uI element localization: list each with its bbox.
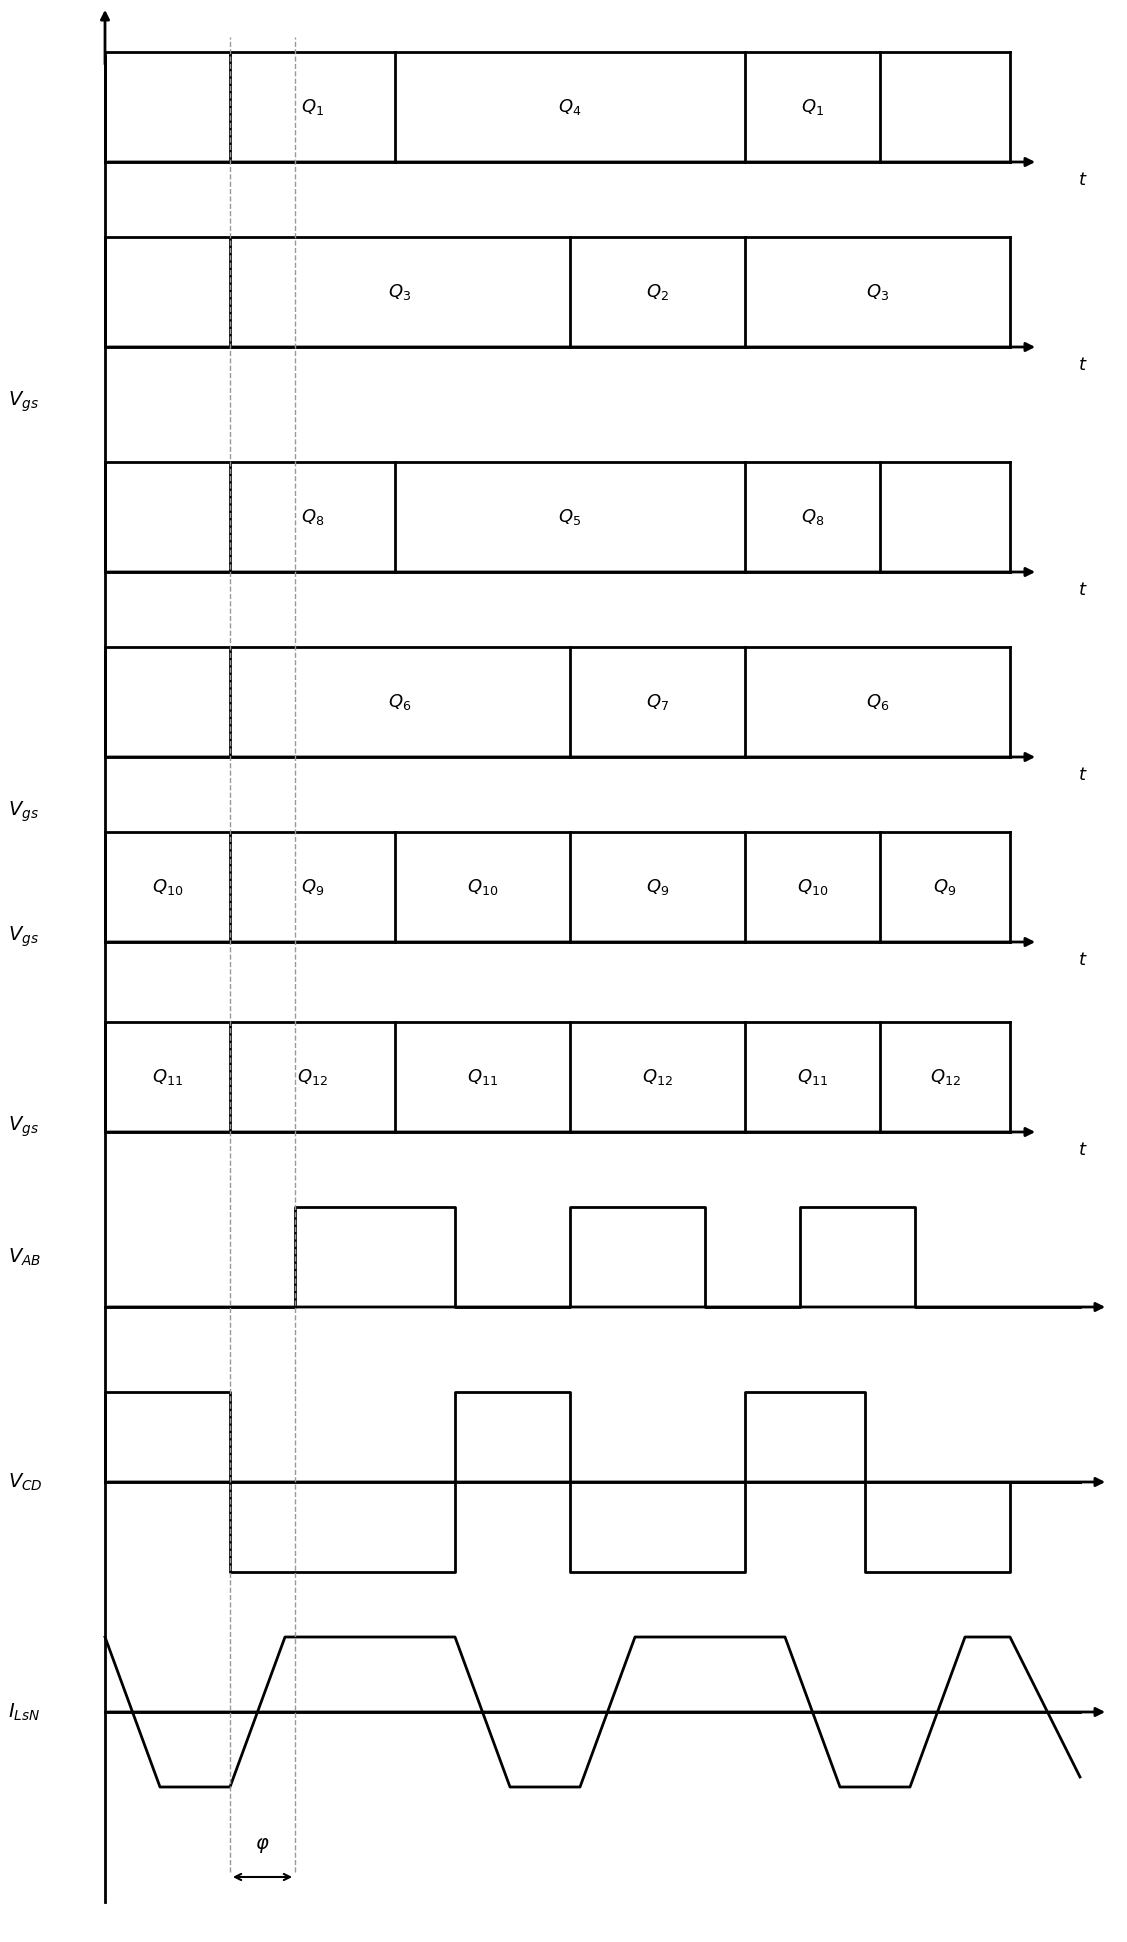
Text: $V_{gs}$: $V_{gs}$: [8, 1115, 38, 1140]
Text: $Q_{11}$: $Q_{11}$: [152, 1066, 183, 1088]
Text: $Q_9$: $Q_9$: [301, 878, 325, 897]
Text: $Q_{12}$: $Q_{12}$: [930, 1066, 960, 1088]
Text: $t$: $t$: [1079, 765, 1088, 785]
Text: $Q_8$: $Q_8$: [801, 507, 824, 526]
Text: $Q_{12}$: $Q_{12}$: [298, 1066, 328, 1088]
Text: $Q_{12}$: $Q_{12}$: [642, 1066, 673, 1088]
Text: $\varphi$: $\varphi$: [255, 1835, 269, 1855]
Text: $Q_{10}$: $Q_{10}$: [467, 878, 498, 897]
Text: $t$: $t$: [1079, 1142, 1088, 1159]
Text: $t$: $t$: [1079, 355, 1088, 375]
Text: $Q_{10}$: $Q_{10}$: [152, 878, 184, 897]
Text: $Q_9$: $Q_9$: [646, 878, 669, 897]
Text: $Q_3$: $Q_3$: [389, 282, 411, 303]
Text: $Q_{10}$: $Q_{10}$: [797, 878, 828, 897]
Text: $Q_{11}$: $Q_{11}$: [797, 1066, 828, 1088]
Text: $V_{gs}$: $V_{gs}$: [8, 924, 38, 950]
Text: $t$: $t$: [1079, 171, 1088, 188]
Text: $V_{CD}$: $V_{CD}$: [8, 1472, 43, 1493]
Text: $Q_{11}$: $Q_{11}$: [467, 1066, 498, 1088]
Text: $Q_8$: $Q_8$: [301, 507, 325, 526]
Text: $I_{LsN}$: $I_{LsN}$: [8, 1701, 41, 1723]
Text: $Q_1$: $Q_1$: [801, 97, 824, 117]
Text: $Q_6$: $Q_6$: [866, 691, 889, 713]
Text: $V_{AB}$: $V_{AB}$: [8, 1247, 42, 1268]
Text: $Q_3$: $Q_3$: [866, 282, 889, 303]
Text: $Q_1$: $Q_1$: [301, 97, 325, 117]
Text: $t$: $t$: [1079, 952, 1088, 969]
Text: $V_{gs}$: $V_{gs}$: [8, 390, 38, 414]
Text: $Q_5$: $Q_5$: [559, 507, 582, 526]
Text: $Q_6$: $Q_6$: [389, 691, 411, 713]
Text: $t$: $t$: [1079, 581, 1088, 598]
Text: $Q_2$: $Q_2$: [646, 282, 669, 303]
Text: $V_{gs}$: $V_{gs}$: [8, 800, 38, 823]
Text: $Q_7$: $Q_7$: [646, 691, 669, 713]
Text: $Q_4$: $Q_4$: [558, 97, 582, 117]
Text: $Q_9$: $Q_9$: [933, 878, 957, 897]
